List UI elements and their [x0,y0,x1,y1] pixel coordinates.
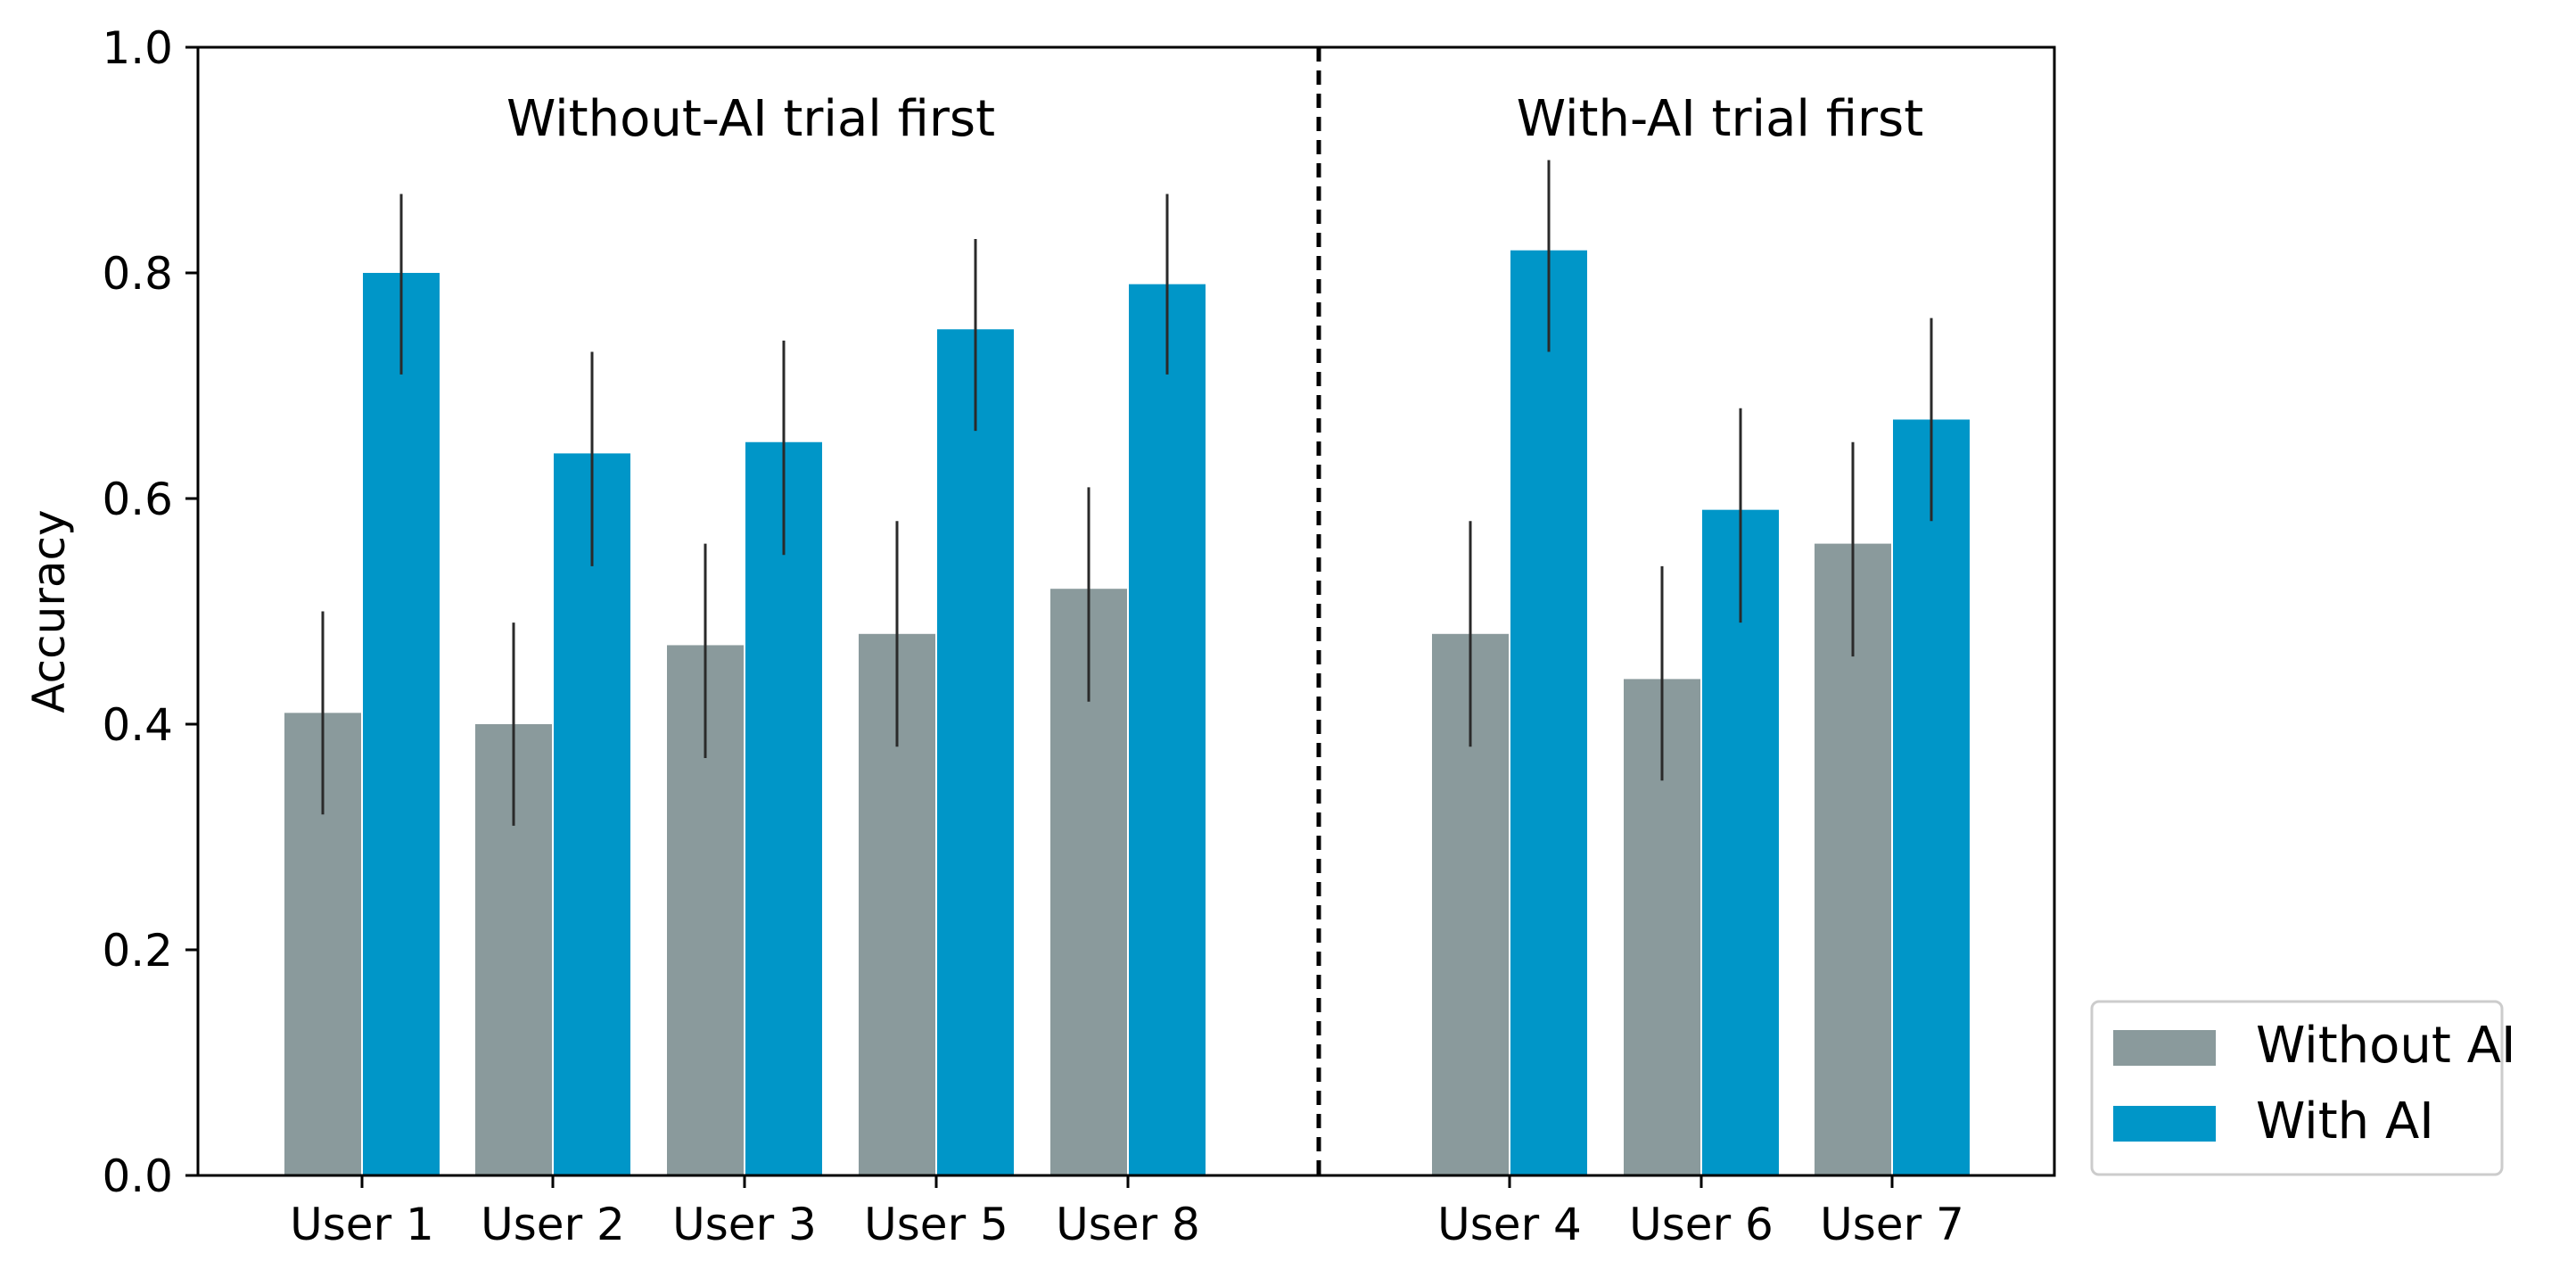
errorbars-layer [321,160,1933,826]
legend-swatch-without-ai [2113,1030,2216,1066]
x-tick-label-user-6: User 6 [1629,1199,1774,1250]
y-tick-label-1-0: 1.0 [102,22,173,74]
bar-with-ai-user-5 [937,329,1014,1175]
legend-label-without-ai: Without AI [2256,1017,2515,1075]
legend: Without AI With AI [2090,1000,2515,1176]
x-tick-label-user-7: User 7 [1820,1199,1964,1250]
y-axis: 0.0 0.2 0.4 0.6 0.8 1.0 [102,22,198,1202]
bar-with-ai-user-1 [363,273,440,1175]
bars-layer [284,250,1970,1176]
bar-with-ai-user-8 [1129,284,1206,1175]
x-tick-label-user-4: User 4 [1437,1199,1582,1250]
x-tick-label-user-8: User 8 [1056,1199,1200,1250]
legend-label-with-ai: With AI [2256,1092,2434,1150]
legend-swatch-with-ai [2113,1106,2216,1142]
group-label-with-ai-first: With-AI trial first [1517,90,1923,148]
y-tick-label-0-6: 0.6 [102,474,173,525]
x-tick-label-user-3: User 3 [672,1199,817,1250]
y-tick-label-0-8: 0.8 [102,248,173,300]
y-tick-label-0-2: 0.2 [102,925,173,977]
x-tick-label-user-5: User 5 [864,1199,1008,1250]
x-tick-label-user-1: User 1 [290,1199,434,1250]
y-axis-title: Accuracy [23,509,75,713]
y-tick-label-0-0: 0.0 [102,1150,173,1202]
bar-with-ai-user-3 [745,441,822,1175]
x-tick-label-user-2: User 2 [481,1199,625,1250]
bar-with-ai-user-4 [1510,250,1587,1176]
bar-with-ai-user-2 [554,453,630,1175]
x-axis: User 1 User 2 User 3 User 5 User 8 User 4 User… [290,1175,1964,1250]
y-tick-label-0-4: 0.4 [102,699,173,751]
plot-frame [196,45,2056,1177]
group-label-without-ai-first: Without-AI trial first [506,90,995,148]
bar-with-ai-user-7 [1893,419,1970,1175]
